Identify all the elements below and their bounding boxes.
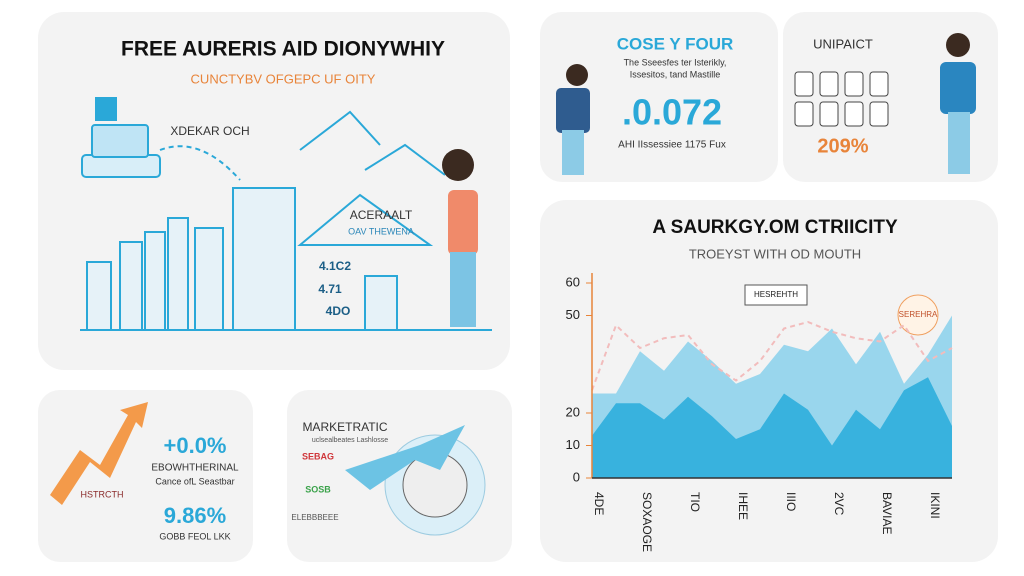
big-number: 9.86% xyxy=(164,503,226,528)
big-number: +0.0% xyxy=(164,433,227,458)
text: Cance ofL Seastbar xyxy=(155,476,234,486)
title: MARKETRATIC xyxy=(302,420,387,434)
panel xyxy=(38,390,253,562)
text: uclsealbeates Lashlosse xyxy=(312,437,388,444)
y-tick-label: 10 xyxy=(566,437,580,452)
y-tick-label: 20 xyxy=(566,404,580,419)
big-number: 209% xyxy=(817,135,868,157)
x-tick-label: IIIO xyxy=(784,492,798,511)
x-tick-label: IHEE xyxy=(736,492,750,520)
annotation: HESREHTH xyxy=(754,290,798,299)
label: ХDEKAR OCH xyxy=(170,124,249,138)
annotation-box xyxy=(744,284,808,306)
big-number: .0.072 xyxy=(622,92,722,133)
illustration xyxy=(345,425,486,536)
subtitle: CUNCTYBV OFGEPC UF OITY xyxy=(191,71,376,86)
panel xyxy=(540,12,778,182)
title: UNIPAICT xyxy=(813,36,873,51)
arrow xyxy=(50,402,148,505)
x-tick-label: 4DE xyxy=(592,492,606,515)
chart-title: A SAURKGY.OM CTRIICITY xyxy=(652,217,898,238)
label: 4DO xyxy=(326,304,351,318)
tag: ELEBBBEEE xyxy=(291,513,338,522)
badge: HSTRCTH xyxy=(81,489,124,499)
text: GOBB FEOL LKK xyxy=(159,531,230,541)
person xyxy=(556,64,590,175)
tag: SEBAG xyxy=(302,451,334,461)
label: 4.1C2 xyxy=(319,259,351,273)
title: COSE Y FOUR xyxy=(617,34,734,53)
illustration xyxy=(80,97,492,331)
x-tick-label: IKINI xyxy=(928,492,942,519)
line xyxy=(591,320,953,391)
title: FREE AURERIS AID DIONYWHIY xyxy=(121,38,445,61)
text: Issesitos, tand Mastille xyxy=(630,69,721,79)
text: The Sseesfes ter Isterikly, xyxy=(624,57,727,67)
tag: SOSB xyxy=(305,484,331,494)
x-tick-label: 2VC xyxy=(832,492,846,516)
x-tick-label: TIO xyxy=(688,492,702,512)
badge: SEREHRA xyxy=(899,310,938,319)
chart-subtitle: TROEYST WITH OD MOUTH xyxy=(689,246,861,261)
y-tick-label: 0 xyxy=(573,469,580,484)
x-tick-label: SOXAOGE xyxy=(640,492,654,552)
text: AHI IIssessiee 1175 Fux xyxy=(618,140,726,151)
y-tick-label: 60 xyxy=(566,274,580,289)
icons xyxy=(794,71,889,127)
label: 4.71 xyxy=(318,282,342,296)
panel xyxy=(783,12,998,182)
area xyxy=(592,377,952,478)
y-tick-label: 50 xyxy=(566,307,580,322)
person xyxy=(940,33,976,174)
text: EBOWHTHERINAL xyxy=(151,463,239,474)
label: ACERAALT xyxy=(350,208,413,222)
x-tick-label: BAVIAE xyxy=(880,492,894,534)
label: OAV THEWENA xyxy=(348,226,414,236)
badge-circle xyxy=(897,294,939,336)
